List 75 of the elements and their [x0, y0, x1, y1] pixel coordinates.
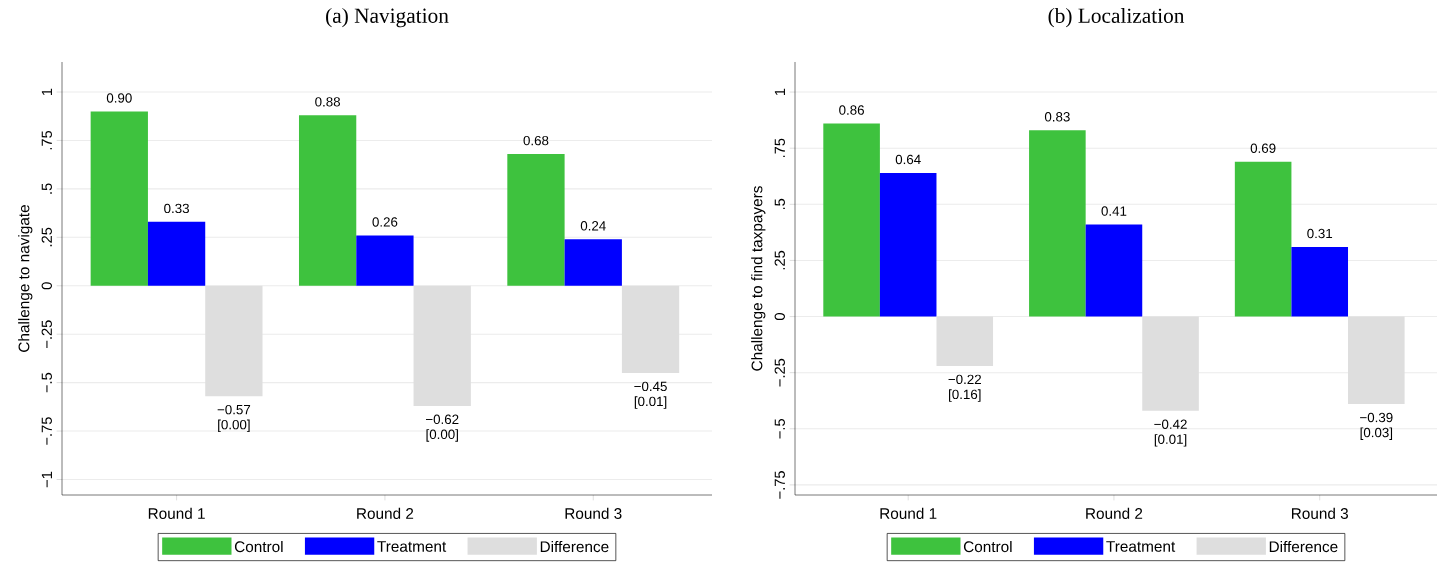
legend-label: Treatment — [1106, 541, 1176, 552]
data-label: 0.83 — [1044, 112, 1070, 122]
bar — [90, 111, 148, 286]
annotation: [0.16] — [949, 389, 981, 402]
bar — [298, 115, 357, 286]
x-tick-label: Round 2 — [1086, 507, 1143, 519]
data-label: 0.68 — [523, 135, 549, 146]
bar — [936, 316, 994, 366]
y-tick-label: −.25 — [774, 358, 785, 387]
data-label: −0.45 — [634, 381, 667, 392]
y-tick-label: 1 — [774, 88, 785, 96]
bar — [205, 285, 263, 397]
chart-title: (b) Localization — [1048, 7, 1185, 28]
y-tick-label: −.5 — [774, 419, 785, 439]
annotation: [0.00] — [426, 429, 458, 442]
bar — [413, 285, 471, 406]
y-tick-label: 0 — [41, 282, 52, 290]
bar — [621, 285, 680, 373]
x-tick-label: Round 1 — [148, 507, 205, 519]
data-label: 0.69 — [1250, 143, 1276, 153]
x-tick-label: Round 3 — [1291, 507, 1348, 519]
bar — [356, 235, 414, 286]
bar — [147, 221, 206, 286]
bar — [1142, 316, 1199, 411]
bar — [564, 239, 622, 286]
annotation: [0.00] — [218, 419, 250, 432]
legend-label: Difference — [1269, 540, 1338, 553]
x-tick-label: Round 2 — [357, 507, 414, 519]
y-axis-title: Challenge to find taxpayers — [751, 186, 766, 371]
y-tick-label: −.75 — [774, 471, 785, 499]
data-label: 0.64 — [895, 154, 921, 165]
data-label: 0.33 — [164, 203, 189, 214]
data-label: 0.41 — [1101, 206, 1127, 216]
y-tick-label: .25 — [774, 250, 785, 270]
y-tick-label: .75 — [41, 130, 52, 150]
data-label: −0.57 — [217, 404, 251, 415]
data-label: −0.62 — [425, 414, 459, 425]
bar — [1348, 316, 1405, 405]
data-label: −0.39 — [1360, 412, 1393, 423]
y-tick-label: 0 — [774, 313, 785, 321]
legend-label: Treatment — [377, 541, 447, 552]
y-axis-title: Challenge to navigate — [18, 205, 33, 352]
bar — [1234, 161, 1292, 317]
y-tick-label: 1 — [41, 88, 52, 95]
bar — [1085, 224, 1143, 317]
data-label: −0.22 — [948, 374, 981, 385]
data-label: 0.31 — [1307, 228, 1333, 239]
data-label: 0.26 — [372, 217, 398, 227]
y-tick-label: .5 — [774, 198, 785, 210]
x-tick-label: Round 3 — [565, 507, 622, 519]
y-tick-label: .5 — [41, 183, 52, 194]
y-tick-label: −.25 — [41, 320, 52, 348]
bar — [1029, 130, 1086, 317]
x-tick-label: Round 1 — [880, 507, 937, 519]
data-label: −0.42 — [1154, 419, 1187, 429]
data-label: 0.86 — [839, 105, 864, 115]
bar — [823, 123, 880, 317]
y-tick-label: −.5 — [41, 372, 52, 393]
legend-label: Control — [234, 540, 283, 553]
legend-label: Control — [963, 540, 1012, 553]
y-tick-label: −.75 — [41, 417, 52, 445]
data-label: 0.24 — [580, 221, 606, 231]
y-tick-label: .25 — [41, 227, 52, 247]
y-tick-label: −1 — [41, 471, 52, 488]
bar — [879, 172, 937, 317]
data-label: 0.88 — [315, 97, 341, 107]
chart-title: (a) Navigation — [326, 7, 449, 28]
annotation: [0.01] — [1154, 434, 1187, 447]
annotation: [0.01] — [634, 396, 667, 409]
legend-label: Difference — [540, 540, 609, 553]
bar — [507, 154, 565, 286]
y-tick-label: .75 — [774, 138, 785, 158]
data-label: 0.90 — [106, 93, 132, 103]
annotation: [0.03] — [1360, 427, 1393, 440]
bar — [1291, 246, 1349, 317]
